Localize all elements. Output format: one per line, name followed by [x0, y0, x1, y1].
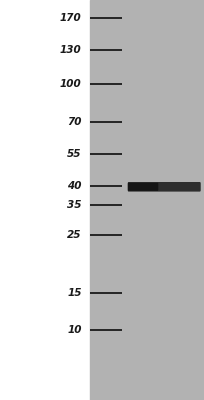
Text: 55: 55	[67, 149, 82, 159]
Text: 25: 25	[67, 230, 82, 240]
Text: 100: 100	[60, 79, 82, 89]
Text: 35: 35	[67, 200, 82, 210]
Text: 70: 70	[67, 117, 82, 127]
Text: 130: 130	[60, 45, 82, 55]
FancyBboxPatch shape	[128, 183, 158, 191]
FancyBboxPatch shape	[128, 182, 201, 192]
Text: 170: 170	[60, 13, 82, 23]
Text: 40: 40	[67, 181, 82, 191]
Bar	[90, 0, 204, 400]
Text: 15: 15	[67, 288, 82, 298]
Text: 10: 10	[67, 325, 82, 335]
